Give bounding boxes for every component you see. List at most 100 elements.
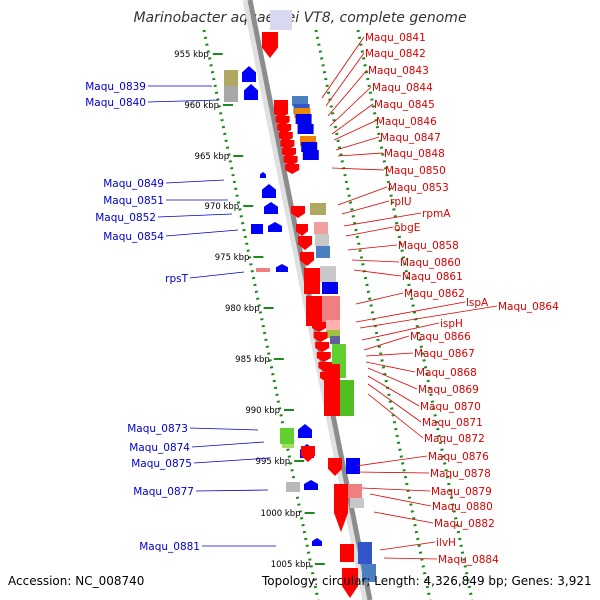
gene-block — [224, 70, 238, 86]
gene-block — [274, 100, 288, 112]
reverse-gene-arrow — [277, 124, 292, 134]
right-gene-label: Maqu_0878 — [430, 468, 491, 480]
gene-block — [330, 336, 340, 344]
reverse-gene-arrow — [298, 236, 312, 250]
gene-block — [297, 124, 314, 134]
gene-block — [326, 320, 340, 330]
right-gene-label: Maqu_0841 — [365, 32, 426, 44]
gene-block — [348, 484, 362, 498]
kbp-tick-label: 975 kbp — [215, 253, 250, 263]
right-gene-label: Maqu_0866 — [410, 331, 471, 343]
right-label-leader — [327, 69, 368, 117]
gene-block — [314, 222, 328, 234]
left-gene-label: Maqu_0852 — [95, 212, 156, 224]
right-gene-label: Maqu_0860 — [400, 257, 461, 269]
gene-block — [294, 108, 311, 118]
right-label-leader — [355, 292, 404, 305]
gene-block — [322, 282, 338, 294]
gene-block — [320, 266, 336, 282]
right-gene-label: Maqu_0867 — [414, 348, 475, 360]
reverse-gene-arrow — [291, 206, 305, 218]
kbp-tick-label: 970 kbp — [205, 202, 240, 212]
right-gene-label: rpmA — [422, 208, 451, 220]
left-label-leader — [165, 179, 225, 184]
right-gene-label: obgE — [394, 222, 420, 234]
gene-block — [292, 96, 308, 106]
right-gene-label: Maqu_0868 — [416, 367, 477, 379]
right-label-leader — [345, 226, 394, 237]
forward-gene-arrow — [276, 264, 288, 272]
right-gene-labels: Maqu_0841 Maqu_0842 Maqu_0843 Maqu_0844 Maqu… — [321, 32, 559, 566]
right-label-leader — [343, 212, 422, 227]
right-gene-label: Maqu_0862 — [404, 288, 465, 300]
left-label-leader — [157, 213, 233, 218]
gene-block — [310, 203, 326, 215]
accession-text: Accession: NC_008740 — [8, 574, 145, 588]
gene-block — [301, 142, 318, 152]
right-gene-label: Maqu_0845 — [374, 99, 435, 111]
gene-block — [251, 224, 263, 234]
right-label-leader — [365, 352, 414, 357]
right-gene-label: ilvH — [436, 537, 456, 549]
right-gene-label: Maqu_0864 — [498, 301, 559, 313]
reverse-gene-arrow — [275, 116, 290, 126]
right-label-leader — [355, 455, 428, 467]
gene-block — [316, 246, 330, 258]
gene-block — [350, 498, 364, 508]
gene-features — [224, 10, 376, 598]
right-gene-label: Maqu_0848 — [384, 148, 445, 160]
right-gene-label: Maqu_0861 — [402, 271, 463, 283]
kbp-tick-label: 1005 kbp — [271, 560, 311, 570]
gene-block — [300, 136, 316, 146]
left-gene-label: Maqu_0839 — [85, 81, 146, 93]
right-label-leader — [351, 259, 400, 263]
reverse-gene-arrow — [283, 156, 298, 166]
right-label-leader — [367, 383, 422, 423]
right-gene-label: Maqu_0853 — [388, 182, 449, 194]
reverse-gene-arrow — [300, 252, 314, 266]
reverse-gene-arrow — [312, 322, 326, 332]
gene-block — [315, 234, 329, 246]
map-title: Marinobacter aquaeolei VT8, complete gen… — [133, 10, 466, 26]
reverse-gene-arrow — [301, 446, 315, 462]
right-label-leader — [361, 487, 431, 492]
right-label-leader — [341, 200, 390, 215]
right-gene-label: ispH — [440, 318, 463, 330]
left-label-leader — [193, 457, 271, 464]
kbp-scale: 955 kbp 960 kbp 965 kbp 970 kbp 975 kbp 980 k… — [174, 50, 325, 570]
right-label-leader — [347, 244, 398, 251]
gene-block — [336, 380, 354, 416]
right-label-leader — [329, 86, 372, 127]
gene-block — [322, 296, 340, 322]
forward-gene-arrow — [312, 538, 322, 546]
kbp-tick-label: 960 kbp — [184, 101, 219, 111]
left-label-leader — [189, 427, 259, 431]
left-gene-label: Maqu_0874 — [129, 442, 190, 454]
kbp-tick-label: 980 kbp — [225, 304, 260, 314]
gene-block — [340, 544, 354, 562]
forward-gene-arrow — [260, 172, 266, 178]
reverse-gene-arrow — [316, 352, 331, 362]
reverse-gene-arrow — [328, 458, 342, 476]
right-gene-label: Maqu_0843 — [368, 65, 429, 77]
left-gene-label: Maqu_0873 — [127, 423, 188, 435]
right-label-leader — [355, 301, 466, 323]
left-gene-label: Maqu_0840 — [85, 97, 146, 109]
gene-block — [346, 458, 360, 474]
reverse-gene-arrow — [282, 148, 296, 158]
gene-block — [324, 364, 340, 416]
kbp-tick-label: 985 kbp — [235, 355, 270, 365]
right-gene-label: Maqu_0876 — [428, 451, 489, 463]
left-gene-label: Maqu_0881 — [139, 541, 200, 553]
right-label-leader — [357, 471, 430, 474]
left-gene-label: Maqu_0849 — [103, 178, 164, 190]
gene-block — [256, 268, 270, 272]
reverse-gene-arrow — [342, 568, 358, 598]
right-label-leader — [335, 136, 380, 151]
right-label-leader — [331, 103, 374, 135]
right-gene-label: Maqu_0880 — [432, 501, 493, 513]
right-label-leader — [321, 36, 365, 99]
scale-track-right-inner — [314, 29, 432, 600]
right-label-leader — [367, 393, 424, 439]
